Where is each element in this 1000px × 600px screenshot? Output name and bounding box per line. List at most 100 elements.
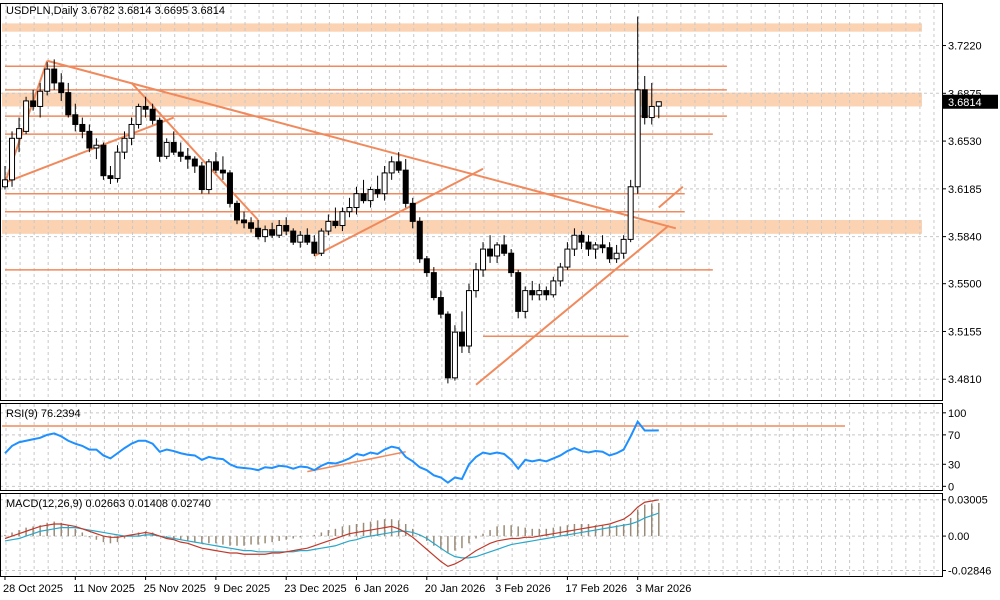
candle-body — [212, 161, 219, 171]
candle-body — [248, 222, 255, 229]
candle-body — [311, 241, 318, 254]
resistance-band — [2, 220, 922, 234]
candle-body — [641, 89, 648, 119]
candle-body — [44, 68, 51, 92]
resistance-bands — [2, 23, 922, 234]
candle-body — [515, 272, 522, 312]
candle-body — [23, 100, 30, 132]
candle-body — [599, 244, 606, 249]
candle-body — [606, 247, 613, 260]
candle-body — [297, 234, 304, 243]
candle-body — [402, 169, 409, 204]
candle-body — [571, 234, 578, 250]
candle-body — [353, 193, 360, 209]
candle-body — [494, 244, 501, 257]
candle-body — [233, 202, 240, 221]
candle-body — [325, 220, 332, 232]
candle-body — [437, 297, 444, 315]
candle-body — [332, 220, 339, 227]
date-tick-label: 9 Dec 2025 — [214, 583, 270, 595]
panel-frame — [0, 493, 943, 577]
candle-body — [304, 234, 311, 243]
candle-body — [51, 68, 58, 84]
current-price-tag — [943, 94, 998, 109]
candle-body — [423, 258, 430, 274]
candle-body — [543, 290, 550, 296]
candle-body — [2, 179, 8, 188]
macd-header: MACD(12,26,9) 0.02663 0.01408 0.02740 — [6, 498, 211, 510]
price-tick-label: 3.5840 — [948, 232, 982, 244]
candle-body — [93, 144, 100, 149]
signal-line — [4, 512, 659, 559]
price-tick-label: 3.6185 — [948, 184, 982, 196]
price-tick-label: 3.7220 — [948, 41, 982, 53]
candle-body — [86, 130, 93, 149]
trendline — [46, 59, 677, 230]
macd-panel — [4, 499, 660, 567]
candle-body — [135, 105, 142, 125]
candle-body — [191, 158, 198, 167]
candle-body — [360, 193, 367, 202]
axes: 3.72203.68753.65303.61853.58403.55003.51… — [3, 41, 998, 595]
candle-body — [346, 207, 353, 213]
rsi-panel — [2, 419, 845, 484]
grid — [0, 4, 942, 576]
candle-body — [121, 137, 128, 153]
candle-body — [16, 128, 23, 139]
candle-body — [128, 123, 135, 139]
main-chart-header: USDPLN,Daily 3.6782 3.6814 3.6695 3.6814 — [6, 5, 225, 17]
candle-body — [290, 230, 297, 243]
candle-body — [79, 123, 86, 132]
date-tick-label: 20 Jan 2026 — [425, 583, 486, 595]
candle-body — [465, 290, 472, 347]
date-tick-label: 17 Feb 2026 — [565, 583, 627, 595]
candle-body — [198, 165, 205, 191]
candle-body — [564, 248, 571, 268]
date-tick-label: 11 Nov 2025 — [73, 583, 135, 595]
date-tick-label: 23 Dec 2025 — [284, 583, 346, 595]
candle-body — [65, 92, 72, 116]
price-tick-label: 3.6530 — [948, 136, 982, 148]
candle-body — [149, 108, 156, 121]
rsi-line — [4, 419, 659, 484]
candle-body — [37, 90, 44, 107]
candle-body — [339, 211, 346, 227]
candle-body — [177, 151, 184, 157]
candle-body — [613, 252, 620, 260]
trendline — [313, 167, 484, 257]
candle-body — [30, 100, 37, 107]
candle-body — [367, 189, 374, 202]
candle-body — [430, 272, 437, 299]
macd-tick-label: -0.02846 — [948, 566, 991, 578]
candle-body — [184, 155, 191, 160]
candle-body — [318, 230, 325, 254]
resistance-band — [2, 92, 922, 107]
candle-body — [395, 161, 402, 171]
candle-body — [451, 331, 458, 379]
candle-body — [620, 238, 627, 254]
candle-body — [557, 266, 564, 282]
rsi-tick-label: 30 — [948, 459, 960, 471]
current-price-label: 3.6814 — [948, 97, 982, 109]
date-tick-label: 6 Jan 2026 — [355, 583, 409, 595]
rsi-tick-label: 70 — [948, 430, 960, 442]
candle-body — [241, 219, 248, 224]
candle-body — [522, 290, 529, 312]
candle-body — [585, 241, 592, 250]
candle-body — [487, 248, 494, 257]
price-tick-label: 3.5155 — [948, 326, 982, 338]
candle-body — [226, 172, 233, 204]
resistance-band — [2, 23, 922, 32]
rsi-trendline — [307, 451, 406, 473]
candle-body — [648, 105, 655, 119]
candle-body — [592, 244, 599, 250]
price-tick-label: 3.5500 — [948, 279, 982, 291]
candle-body — [283, 225, 290, 232]
date-tick-label: 3 Feb 2026 — [495, 583, 551, 595]
candle-body — [444, 313, 451, 379]
candle-body — [388, 161, 395, 174]
panel-frame — [0, 403, 943, 491]
candle-body — [170, 141, 177, 153]
macd-tick-label: 0.00 — [948, 531, 969, 543]
